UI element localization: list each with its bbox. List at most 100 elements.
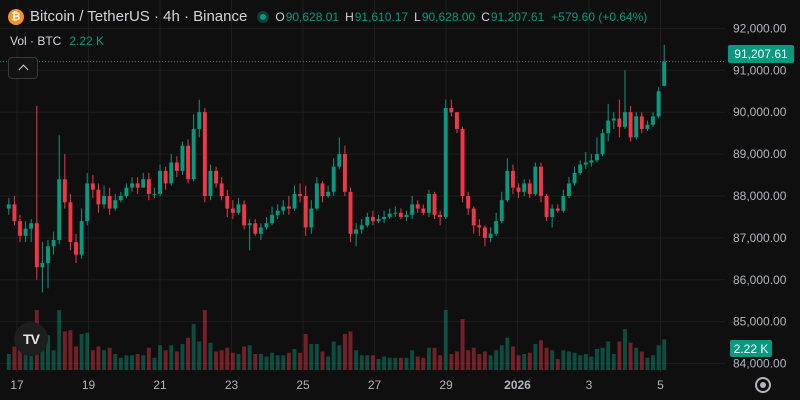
x-tick-label: 2026 [504, 378, 531, 392]
collapse-legend-button[interactable] [8, 57, 38, 79]
settings-icon[interactable] [755, 377, 771, 393]
y-tick-label: 89,000.00 [733, 147, 787, 161]
candle-body [51, 240, 56, 247]
candle-body [208, 170, 213, 196]
candle-body [494, 221, 499, 234]
candle-body [471, 208, 476, 226]
candle-body [354, 229, 359, 234]
candle-body [113, 200, 118, 209]
candle-body [158, 170, 163, 194]
volume-bar [342, 334, 347, 370]
candle-body [118, 196, 123, 201]
candle-body [331, 166, 336, 192]
candle-body [281, 206, 286, 211]
volume-bar [561, 350, 566, 370]
candle-body [662, 61, 667, 86]
symbol-title[interactable]: Bitcoin / TetherUS · 4h · Binance [30, 8, 248, 25]
candle-body [449, 108, 454, 113]
volume-bar [348, 331, 353, 370]
candle-body [432, 193, 437, 215]
y-tick-label: 92,000.00 [733, 21, 787, 35]
volume-bar [326, 356, 331, 370]
x-tick-label: 5 [657, 378, 664, 392]
volume-bar [611, 354, 616, 370]
candle-body [286, 206, 291, 209]
x-tick-label: 21 [153, 378, 167, 392]
candle-body [634, 116, 639, 138]
volume-bar [6, 354, 11, 370]
candle-body [544, 196, 549, 217]
volume-bar [623, 329, 627, 370]
candle-body [102, 196, 106, 205]
candle-body [34, 223, 39, 268]
candle-body [656, 91, 661, 117]
volume-label[interactable]: Vol · BTC [10, 34, 62, 48]
candle-body [359, 225, 364, 230]
volume-bar [477, 354, 482, 370]
candle-body [589, 160, 594, 163]
volume-bar [46, 335, 50, 370]
candle-body [314, 183, 319, 209]
volume-bar [253, 354, 258, 370]
volume-bar [281, 355, 286, 370]
volume-bar [124, 355, 129, 370]
candle-body [270, 214, 275, 224]
candle-body [488, 233, 493, 238]
volume-bar [113, 354, 118, 370]
candle-body [600, 133, 605, 155]
candle-body [477, 225, 482, 228]
candle-body [18, 221, 22, 236]
candle-body [398, 212, 403, 217]
volume-bar [242, 346, 247, 370]
volume-bar [460, 319, 465, 370]
candle-body [247, 223, 252, 226]
candle-body [415, 204, 420, 209]
candle-body [225, 196, 230, 209]
close-label: C [481, 9, 490, 24]
candle-body [163, 170, 168, 184]
volume-bar [135, 354, 140, 370]
volume-bar [146, 347, 151, 370]
volume-bar [258, 354, 263, 370]
volume-bar [18, 347, 22, 370]
volume-bar [404, 357, 409, 370]
volume-bar [74, 346, 78, 370]
close-value: 91,207.61 [490, 9, 545, 24]
candle-body [393, 212, 398, 214]
candle-body [298, 193, 303, 196]
candle-body [387, 213, 392, 217]
candles [6, 44, 667, 293]
volume-bar [163, 350, 168, 370]
candle-body [107, 196, 112, 209]
tradingview-logo[interactable]: TV [14, 322, 48, 356]
x-tick-label: 23 [225, 378, 239, 392]
volume-bar [23, 351, 28, 370]
volume-bar [421, 357, 426, 370]
volume-bar [505, 337, 510, 370]
candle-body [567, 183, 571, 196]
high-value: 91,610.17 [354, 9, 409, 24]
volume-bar [85, 332, 90, 370]
volume-bar [415, 356, 420, 370]
volume-bar [583, 354, 588, 370]
volume-bar [595, 349, 599, 370]
candle-body [180, 145, 185, 171]
volume-bar [443, 310, 448, 370]
candle-body [197, 112, 202, 129]
volume-bar [454, 351, 459, 370]
volume-bar [354, 350, 359, 370]
candle-body [611, 118, 616, 121]
volume-bar [107, 347, 112, 370]
volume-bar [527, 352, 532, 370]
volume-bar [370, 355, 375, 370]
volume-bar [645, 357, 650, 370]
candle-body [505, 170, 510, 201]
volume-bar [600, 347, 605, 370]
candle-body [482, 227, 487, 238]
candle-body [174, 162, 179, 171]
volume-bar [398, 357, 403, 370]
market-status-icon[interactable] [257, 10, 270, 23]
candle-body [645, 124, 650, 129]
volume-bar [186, 337, 191, 370]
